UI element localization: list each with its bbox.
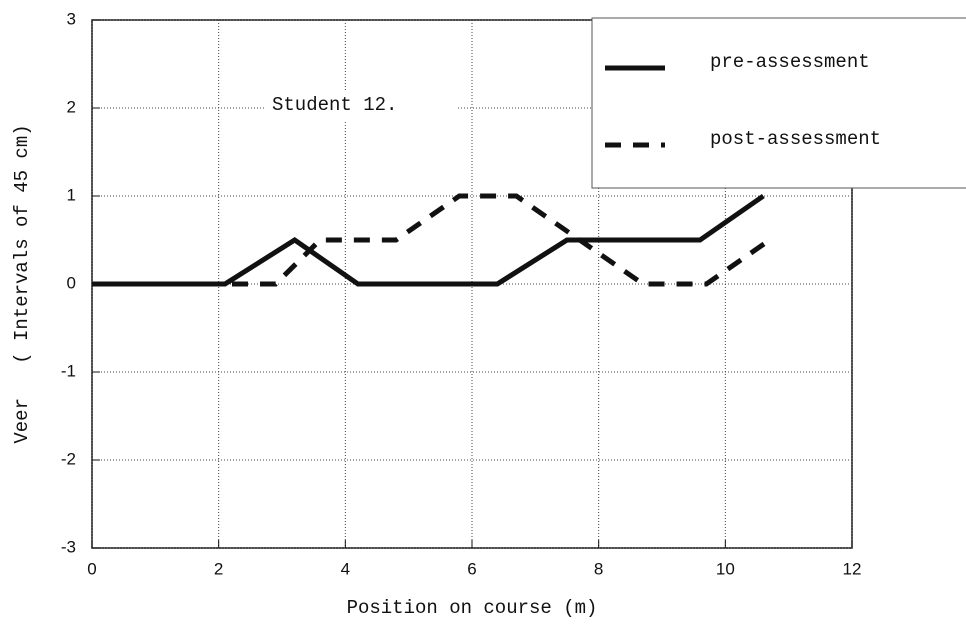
y-tick-label: -3 xyxy=(61,537,76,556)
annotation: Student 12. xyxy=(272,94,397,116)
y-tick-label: -1 xyxy=(61,361,76,380)
x-tick-label: 8 xyxy=(594,559,603,578)
series-line xyxy=(92,193,765,287)
y-tick-label: 3 xyxy=(67,9,76,28)
x-tick-label: 6 xyxy=(467,559,476,578)
x-tick-label: 2 xyxy=(214,559,223,578)
x-tick-label: 0 xyxy=(87,559,96,578)
annotation-background xyxy=(266,92,456,120)
series-line xyxy=(92,193,772,287)
legend-label: post-assessment xyxy=(710,128,881,150)
y-tick-label: 1 xyxy=(67,185,76,204)
x-tick-label: 10 xyxy=(716,559,735,578)
x-axis-label: Position on course (m) xyxy=(347,597,598,619)
y-axis-label: Veer ( Intervals of 45 cm) xyxy=(11,124,33,443)
y-tick-label: 0 xyxy=(67,273,76,292)
legend-box xyxy=(591,17,966,189)
x-tick-label: 12 xyxy=(843,559,862,578)
legend-label: pre-assessment xyxy=(710,51,870,73)
x-tick-label: 4 xyxy=(341,559,350,578)
y-tick-label: 2 xyxy=(67,97,76,116)
y-tick-label: -2 xyxy=(61,449,76,468)
